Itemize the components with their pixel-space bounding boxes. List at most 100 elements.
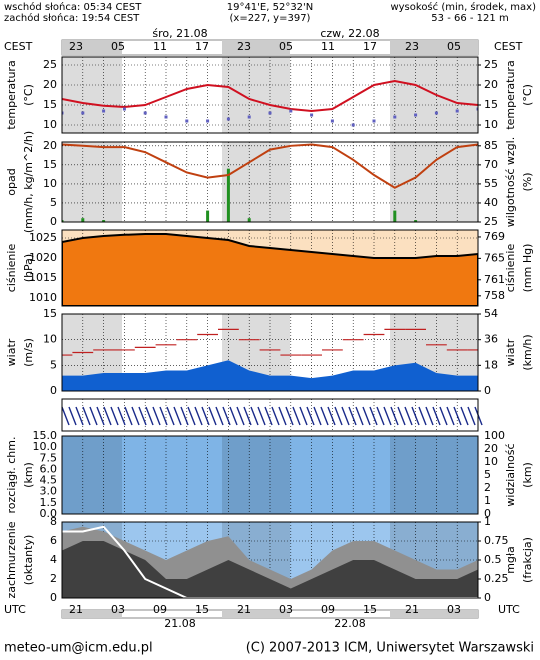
y2-tick-label: 100 (484, 429, 505, 442)
night-shade (222, 610, 290, 618)
wind-arrow (376, 406, 385, 426)
y2-tick-label: 765 (484, 251, 505, 264)
hour-label: 21 (405, 603, 419, 616)
night-shade (390, 142, 478, 222)
hour-label: 15 (363, 603, 377, 616)
series-dot (268, 111, 272, 115)
wind-arrow (250, 406, 259, 426)
y2-tick-label: 1 (484, 494, 491, 507)
y2-tick-label: 54 (484, 307, 498, 320)
series-dot (351, 123, 355, 127)
y2-tick-label: 10 (484, 455, 498, 468)
series-area (62, 233, 478, 306)
y2-tick-label: 769 (484, 230, 505, 243)
wind-arrow (222, 406, 231, 426)
y2-tick-label: 36 (484, 333, 498, 346)
wind-arrow (138, 406, 147, 426)
wind-arrow (124, 406, 133, 426)
y-tick-label: 1.5 (40, 496, 58, 509)
series-dot (372, 119, 376, 123)
wind-arrow (425, 406, 434, 426)
wind-arrow (355, 406, 364, 426)
y2-tick-label: 18 (484, 358, 498, 371)
series-line (62, 143, 478, 189)
wind-arrow (369, 406, 378, 426)
wind-arrow (201, 406, 210, 426)
night-shade (390, 436, 478, 514)
y-tick-label: 6.0 (40, 462, 58, 475)
series-dot (289, 109, 293, 113)
wind-arrow (453, 406, 462, 426)
y2-tick-label: 85 (484, 139, 498, 152)
series-line (62, 525, 478, 598)
y2-axis-label: (mm Hg) (521, 244, 534, 293)
panel-frame (61, 521, 479, 599)
hour-label: 23 (69, 40, 83, 53)
sunset: zachód słońca: 19:54 CEST (4, 12, 140, 24)
panel-frame (61, 56, 479, 134)
height-title: wysokość (min, środek, max) (390, 1, 536, 13)
y2-tick-label: 2 (484, 481, 491, 494)
wind-arrow (313, 406, 322, 426)
y-axis-label: temperatura (5, 60, 18, 129)
panel-marks (62, 233, 478, 306)
wind-arrow (348, 406, 357, 426)
y2-axis-label: mgła (504, 546, 517, 574)
y-tick-label: 7.5 (40, 451, 58, 464)
series-bar (206, 210, 210, 222)
y2-tick-label: 758 (484, 289, 505, 302)
hour-label: 23 (237, 40, 251, 53)
wind-arrow (362, 406, 371, 426)
zone-label: UTC (498, 603, 520, 616)
series-dot (62, 111, 64, 115)
wind-arrow (404, 406, 413, 426)
wind-arrow (292, 406, 301, 426)
wind-arrow (96, 406, 105, 426)
night-shade (390, 40, 478, 55)
y-tick-label: 10 (43, 177, 57, 190)
y-tick-label: 6 (50, 534, 57, 547)
hour-label: 09 (321, 603, 335, 616)
panel-frame (61, 313, 479, 392)
series-dot (164, 115, 168, 119)
y2-tick-label: 0.75 (484, 534, 509, 547)
hour-label: 05 (279, 40, 293, 53)
y2-tick-label: 20 (484, 78, 498, 91)
y2-axis-label: temperatura (504, 60, 517, 129)
y-axis-label: ciśnienie (5, 244, 18, 293)
night-shade (390, 610, 478, 618)
series-dot (102, 109, 106, 113)
wind-arrow (215, 406, 224, 426)
series-dot (455, 109, 459, 113)
hour-label: 11 (321, 40, 335, 53)
wind-arrow (271, 406, 280, 426)
y-tick-label: 2 (50, 572, 57, 585)
wind-arrow (82, 406, 91, 426)
wind-arrow (180, 406, 189, 426)
panel-frame (61, 398, 479, 432)
wind-arrow (334, 406, 343, 426)
y-tick-label: 4.5 (40, 474, 58, 487)
y-tick-label: 20 (43, 78, 57, 91)
hour-label: 05 (447, 40, 461, 53)
wind-arrow (236, 406, 245, 426)
wind-arrow (194, 406, 203, 426)
y2-tick-label: 0 (484, 507, 491, 520)
wind-arrow (460, 406, 469, 426)
wind-arrow (467, 406, 476, 426)
sunrise: wschód słońca: 05:34 CEST (4, 1, 142, 13)
wind-arrow (159, 406, 168, 426)
y-axis-label: (km) (22, 462, 35, 488)
wind-arrow (320, 406, 329, 426)
y2-tick-label: 761 (484, 273, 505, 286)
night-shade (390, 57, 478, 133)
y2-tick-label: 40 (484, 196, 498, 209)
wind-arrow (383, 406, 392, 426)
series-line (62, 79, 478, 113)
night-shade (222, 142, 290, 222)
panel-frame (61, 229, 479, 307)
y2-axis-label: (km) (521, 462, 534, 488)
y-axis-label: (°C) (22, 84, 35, 106)
y2-tick-label: 10 (484, 118, 498, 131)
wind-arrow (110, 406, 119, 426)
